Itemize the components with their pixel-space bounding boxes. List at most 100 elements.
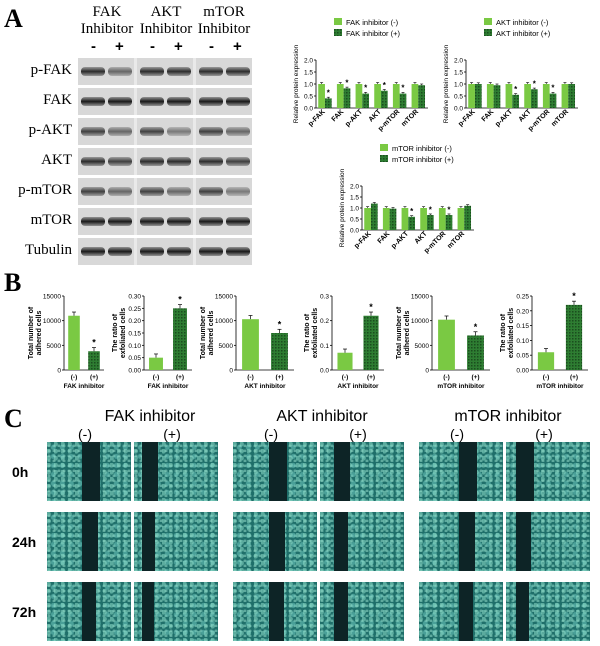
blot-panel <box>78 58 134 85</box>
blot-row-label: AKT <box>41 152 72 168</box>
y-tick-label: 0.0 <box>454 106 463 113</box>
y-tick-label: 1.0 <box>454 82 463 89</box>
blot-panel <box>196 178 252 205</box>
blot-header-fak: FAK Inhibitor <box>78 4 136 38</box>
protein-band <box>81 157 105 166</box>
protein-band <box>108 67 132 76</box>
wound-group-mtor: mTOR inhibitor <box>454 408 562 425</box>
bar <box>343 88 351 108</box>
bar <box>565 304 583 370</box>
protein-band <box>140 187 164 196</box>
bar <box>173 308 187 370</box>
x-tick-label: (+) <box>471 374 479 381</box>
y-axis-label: Total number of <box>200 306 207 359</box>
bar <box>324 98 332 108</box>
y-tick-label: 0.5 <box>454 94 463 101</box>
x-tick-label: AKT <box>414 230 430 246</box>
protein-band <box>226 127 250 136</box>
wound-gap <box>82 582 96 641</box>
protein-band <box>199 97 223 106</box>
blot-header-line: Inhibitor <box>197 21 251 37</box>
blot-row-label: FAK <box>43 92 72 108</box>
y-axis-label: exfoliated cells <box>508 308 515 358</box>
lane-sign: - <box>91 38 96 55</box>
blot-panel <box>137 88 193 115</box>
bar <box>464 205 472 230</box>
x-tick-label: (-) <box>342 374 349 381</box>
y-tick-label: 0.5 <box>350 217 359 224</box>
protein-band <box>108 157 132 166</box>
blot-header-line: AKT <box>150 4 182 20</box>
blot-panel <box>196 118 252 145</box>
y-tick-label: 0.25 <box>516 294 529 301</box>
panel-label-b: B <box>4 268 22 297</box>
blot-row-label: p-FAK <box>30 62 72 78</box>
protein-band <box>108 97 132 106</box>
legend-swatch <box>380 144 388 151</box>
y-tick-label: 10000 <box>411 318 429 325</box>
wound-gap <box>334 582 348 641</box>
y-tick-label: 0.05 <box>128 355 141 362</box>
wound-image <box>320 442 404 501</box>
significance-mark: * <box>327 88 331 97</box>
wound-image <box>506 512 590 571</box>
x-tick-label: (+) <box>176 374 184 381</box>
y-axis-label: adhered cells <box>404 311 411 356</box>
significance-mark: * <box>447 205 451 214</box>
y-axis-label: The ratio of <box>304 313 311 352</box>
blot-panel <box>137 238 193 265</box>
bar <box>542 84 550 108</box>
wound-image <box>506 442 590 501</box>
chart-akt-exfoliated: The ratio of exfoliated cells 0.0 0.1 0.2 0.3… <box>304 294 384 390</box>
wound-condition-label: (+) <box>535 426 553 442</box>
y-tick-label: 1.5 <box>304 70 313 77</box>
x-tick-label: p-AKT <box>390 230 410 250</box>
blot-panel <box>78 88 134 115</box>
blot-strip <box>78 58 252 85</box>
legend-swatch <box>380 155 388 162</box>
bar <box>363 315 379 370</box>
x-tick-label: (+) <box>275 374 283 381</box>
x-tick-label: mTOR <box>400 108 420 128</box>
legend-label: mTOR inhibitor (-) <box>392 144 452 153</box>
wound-gap <box>516 442 534 501</box>
protein-band <box>140 247 164 256</box>
wound-gap <box>459 582 473 641</box>
lane-sign: - <box>150 38 155 55</box>
wound-image <box>134 582 218 641</box>
wound-group-fak: FAK inhibitor <box>104 408 196 425</box>
x-tick-label: (-) <box>71 374 78 381</box>
bar <box>364 208 371 230</box>
chart-fak-adhered: Total number of adhered cells 0 5000 10000 15… <box>28 294 105 391</box>
bar <box>337 352 353 370</box>
protein-band <box>199 187 223 196</box>
bar <box>355 84 363 108</box>
wound-gap <box>334 442 350 501</box>
bar <box>524 84 531 108</box>
protein-band <box>167 67 191 76</box>
y-tick-label: 0 <box>425 368 429 375</box>
y-tick-label: 2.0 <box>304 58 313 65</box>
bar <box>474 84 482 108</box>
lane-sign: + <box>233 38 242 55</box>
wound-image <box>419 582 503 641</box>
y-tick-label: 5000 <box>47 343 62 350</box>
significance-mark: * <box>92 338 96 348</box>
bar <box>438 319 455 370</box>
legend-label: FAK inhibitor (+) <box>346 29 400 38</box>
bar <box>486 84 494 108</box>
wound-gap <box>516 512 531 571</box>
x-axis-label: FAK inhibitor <box>148 383 189 390</box>
x-tick-label: (-) <box>543 374 550 381</box>
y-tick-label: 2.0 <box>350 184 359 191</box>
wound-image <box>134 442 218 501</box>
blot-panel <box>78 178 134 205</box>
blot-row-label: Tubulin <box>25 242 72 258</box>
panel-label-a: A <box>4 4 23 33</box>
y-tick-label: 15000 <box>215 294 233 301</box>
protein-band <box>167 187 191 196</box>
blot-panel <box>78 208 134 235</box>
wound-image <box>506 582 590 641</box>
blot-panel <box>78 118 134 145</box>
bar <box>530 89 538 108</box>
